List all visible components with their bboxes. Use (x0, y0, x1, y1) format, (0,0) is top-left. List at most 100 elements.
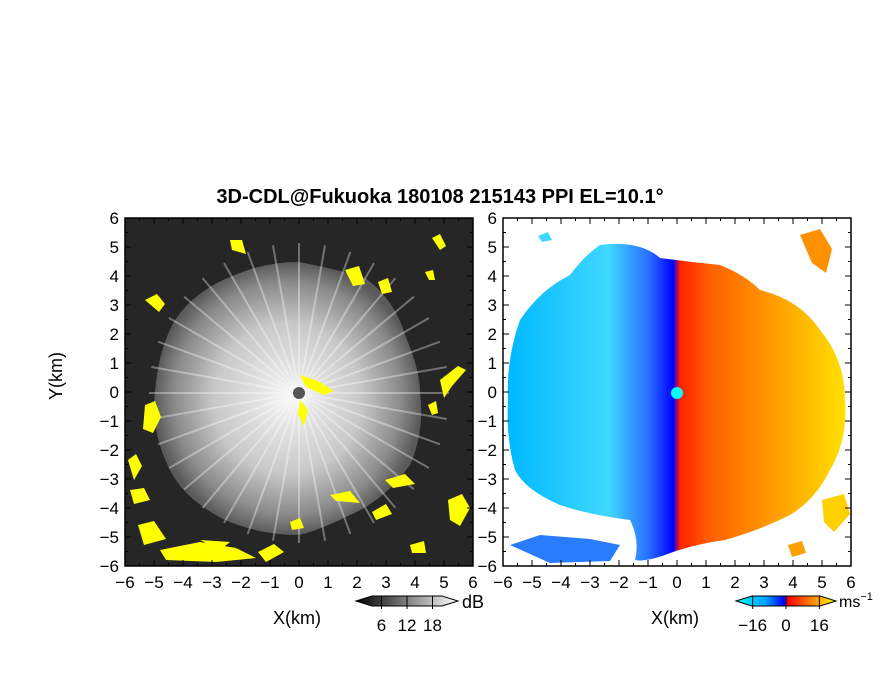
echo-ray (168, 317, 300, 394)
right-xlabel: X(km) (651, 608, 699, 628)
echo-ray (298, 277, 397, 394)
y-tick-label: 2 (110, 325, 119, 344)
x-tick-label: 4 (788, 573, 797, 592)
left-panel: −6 −5 −4 −3 −2 −1 0 1 2 3 4 5 6 −6 −5 −4 −3 −2 −1 0 1 2 3 4 5 6 (100, 209, 478, 592)
x-tick-label: 1 (323, 573, 332, 592)
x-tick-label: 6 (846, 573, 855, 592)
colorbar-tick-label: 0 (781, 616, 790, 635)
right-panel: −6 −5 −4 −3 −2 −1 0 1 2 3 4 5 6 −6 −5 −4 −3 −2 −1 0 1 2 3 4 5 6 (478, 209, 856, 592)
flag-patch (425, 270, 435, 280)
y-tick-label: 1 (110, 354, 119, 373)
velocity-patch (510, 535, 620, 563)
y-tick-label: 3 (110, 296, 119, 315)
flag-patch (160, 542, 256, 562)
x-tick-label: −2 (609, 573, 628, 592)
y-tick-label: −3 (478, 470, 497, 489)
flag-patch (290, 518, 304, 530)
x-tick-label: −3 (580, 573, 599, 592)
colorbar-tick-label: 16 (810, 616, 829, 635)
echo-ray (246, 251, 300, 394)
echo-ray (246, 392, 300, 535)
right-velocity-field (507, 229, 850, 563)
flag-patch (138, 521, 166, 545)
echo-ray (298, 392, 397, 509)
echo-ray (298, 392, 352, 535)
y-tick-label: 5 (488, 238, 497, 257)
y-tick-label: −3 (100, 470, 119, 489)
y-tick-label: 1 (488, 354, 497, 373)
left-echo-disc (154, 262, 422, 535)
velocity-patch (822, 494, 850, 532)
echo-ray (271, 392, 300, 541)
echo-ray (298, 317, 430, 394)
echo-ray (223, 392, 300, 524)
left-colorbar: 6 12 18 dB (354, 592, 484, 635)
right-velocity-region (507, 243, 846, 561)
right-colorbar-unit: ms−1 (839, 591, 873, 611)
y-tick-label: −5 (100, 528, 119, 547)
echo-ray (298, 295, 415, 394)
x-tick-label: 2 (730, 573, 739, 592)
flag-patch (378, 278, 392, 294)
flag-patch (298, 400, 308, 426)
x-tick-label: 0 (672, 573, 681, 592)
y-tick-label: 5 (110, 238, 119, 257)
flag-patch (143, 401, 161, 433)
flag-patch (448, 494, 470, 526)
velocity-patch (800, 229, 832, 273)
echo-ray (157, 392, 300, 446)
figure-title: 3D-CDL@Fukuoka 180108 215143 PPI EL=10.1… (216, 186, 664, 208)
y-tick-label: 0 (488, 383, 497, 402)
flag-patch (432, 234, 446, 250)
y-tick-label: 4 (110, 267, 119, 286)
x-tick-label: −5 (522, 573, 541, 592)
x-tick-label: −4 (551, 573, 570, 592)
flag-patch (345, 266, 365, 286)
y-tick-label: −6 (478, 557, 497, 576)
flag-patch (258, 544, 284, 562)
echo-ray (168, 392, 300, 469)
y-tick-label: −4 (100, 499, 119, 518)
x-tick-label: 5 (439, 573, 448, 592)
colorbar-tick-label: 12 (398, 616, 417, 635)
x-tick-label: −6 (493, 573, 512, 592)
right-ticks: −6 −5 −4 −3 −2 −1 0 1 2 3 4 5 6 −6 −5 −4 −3 −2 −1 0 1 2 3 4 5 6 (478, 209, 856, 592)
right-radar-center (671, 387, 683, 399)
velocity-patch (538, 232, 552, 242)
x-tick-label: 6 (468, 573, 477, 592)
x-tick-label: −1 (260, 573, 279, 592)
echo-ray (183, 392, 300, 491)
echo-ray (298, 392, 415, 491)
echo-ray (298, 392, 375, 524)
x-tick-label: −5 (144, 573, 163, 592)
y-tick-label: 6 (110, 209, 119, 228)
flag-patch (300, 375, 334, 395)
x-tick-label: 5 (817, 573, 826, 592)
y-tick-label: 3 (488, 296, 497, 315)
left-radar-center (293, 387, 305, 399)
x-tick-label: 2 (352, 573, 361, 592)
echo-ray (201, 392, 300, 509)
y-tick-label: 4 (488, 267, 497, 286)
y-tick-label: 0 (110, 383, 119, 402)
y-tick-label: −6 (100, 557, 119, 576)
colorbar-tick-label: 18 (423, 616, 442, 635)
y-tick-label: −5 (478, 528, 497, 547)
left-ticks: −6 −5 −4 −3 −2 −1 0 1 2 3 4 5 6 −6 −5 −4 −3 −2 −1 0 1 2 3 4 5 6 (100, 209, 478, 592)
x-tick-label: 3 (759, 573, 768, 592)
left-colorbar-ticks: 6 12 18 (377, 596, 442, 635)
right-colorbar: −16 0 16 ms−1 (734, 591, 873, 635)
flag-patch (330, 491, 360, 503)
left-colorbar-unit: dB (462, 592, 484, 612)
colorbar-tick-label: 6 (377, 616, 386, 635)
echo-ray (298, 392, 430, 469)
flag-patch (130, 488, 150, 504)
flag-patch (145, 294, 165, 312)
y-tick-label: −2 (478, 441, 497, 460)
right-colorbar-ticks: −16 0 16 (738, 596, 829, 635)
x-tick-label: 3 (381, 573, 390, 592)
y-tick-label: −1 (100, 412, 119, 431)
y-tick-label: −4 (478, 499, 497, 518)
flag-patch (410, 541, 426, 553)
